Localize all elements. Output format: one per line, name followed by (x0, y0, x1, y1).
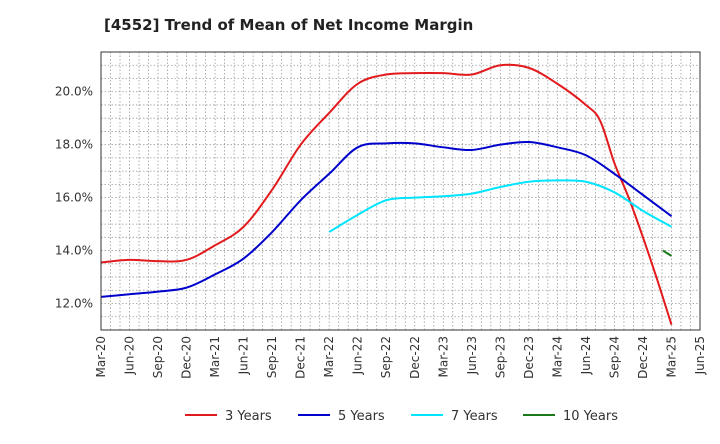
x-tick-label: Dec-24 (636, 336, 650, 379)
legend-label-3-years: 3 Years (225, 409, 272, 424)
plot-frame (100, 51, 701, 331)
x-tick-label: Mar-25 (664, 336, 678, 377)
x-tick-label: Dec-20 (180, 336, 194, 379)
legend-label-5-years: 5 Years (338, 409, 385, 424)
y-tick-label: 12.0% (55, 297, 93, 311)
x-tick-label: Sep-21 (265, 336, 279, 378)
x-tick-label: Mar-22 (322, 336, 336, 377)
series-line-3-years (100, 63, 673, 326)
x-axis-ticks: Mar-20 Jun-20 Sep-20 Dec-20 Mar-21 Jun-21 Sep-… (94, 336, 707, 379)
series-lines (100, 63, 673, 326)
x-tick-label: Mar-20 (94, 336, 108, 377)
x-tick-label: Jun-22 (351, 336, 365, 375)
x-tick-label: Dec-23 (522, 336, 536, 379)
x-tick-label: Jun-24 (579, 336, 593, 375)
grid (100, 51, 701, 331)
y-tick-label: 16.0% (55, 191, 93, 205)
x-tick-label: Sep-24 (607, 336, 621, 378)
x-tick-label: Mar-21 (208, 336, 222, 377)
x-tick-label: Jun-25 (693, 336, 707, 375)
x-tick-label: Mar-23 (436, 336, 450, 377)
series-line-5-years (100, 140, 673, 298)
y-tick-label: 18.0% (55, 138, 93, 152)
y-axis-ticks: 12.0% 14.0% 16.0% 18.0% 20.0% (55, 85, 93, 311)
x-tick-label: Jun-21 (237, 336, 251, 375)
chart-title: [4552] Trend of Mean of Net Income Margi… (104, 16, 473, 34)
legend-label-10-years: 10 Years (563, 409, 618, 424)
x-tick-label: Dec-21 (294, 336, 308, 379)
series-line-10-years (662, 249, 673, 257)
x-tick-label: Mar-24 (550, 336, 564, 377)
x-tick-label: Sep-20 (151, 336, 165, 378)
legend-label-7-years: 7 Years (451, 409, 498, 424)
x-tick-label: Sep-23 (493, 336, 507, 378)
x-tick-label: Jun-20 (123, 336, 137, 375)
x-tick-label: Sep-22 (379, 336, 393, 378)
series-line-7-years (328, 179, 672, 233)
x-tick-label: Jun-23 (465, 336, 479, 375)
y-tick-label: 20.0% (55, 85, 93, 99)
y-tick-label: 14.0% (55, 244, 93, 258)
x-tick-label: Dec-22 (408, 336, 422, 379)
legend: 3 Years 5 Years 7 Years 10 Years (185, 409, 618, 424)
